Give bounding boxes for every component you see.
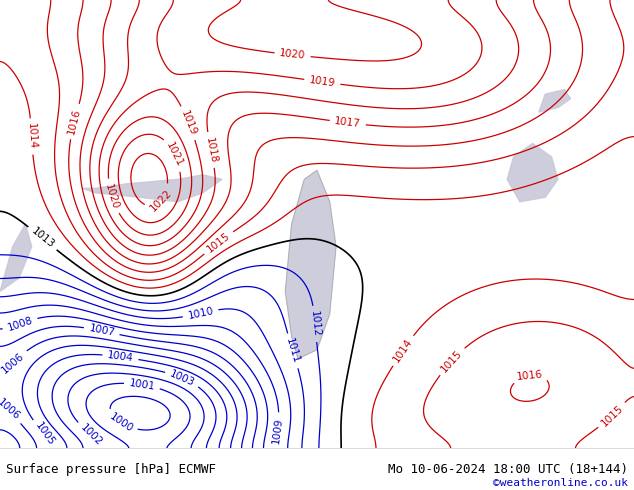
- Text: 1020: 1020: [279, 49, 306, 61]
- Text: 1006: 1006: [0, 350, 27, 375]
- Text: 1014: 1014: [26, 123, 37, 150]
- Text: 1004: 1004: [107, 350, 134, 364]
- Text: 1022: 1022: [148, 187, 174, 213]
- Text: 1016: 1016: [67, 107, 82, 135]
- Polygon shape: [539, 90, 571, 112]
- Text: 1015: 1015: [439, 348, 464, 374]
- Text: 1017: 1017: [334, 116, 361, 129]
- Text: 1021: 1021: [164, 141, 185, 169]
- Text: 1008: 1008: [6, 315, 34, 333]
- Text: 1009: 1009: [271, 416, 284, 444]
- Text: Surface pressure [hPa] ECMWF: Surface pressure [hPa] ECMWF: [6, 463, 216, 476]
- Text: 1014: 1014: [391, 337, 415, 364]
- Polygon shape: [0, 224, 32, 292]
- Text: 1019: 1019: [309, 75, 336, 89]
- Text: ©weatheronline.co.uk: ©weatheronline.co.uk: [493, 478, 628, 488]
- Text: 1003: 1003: [168, 368, 197, 388]
- Text: 1006: 1006: [0, 397, 22, 422]
- Text: 1015: 1015: [205, 230, 232, 254]
- Text: 1012: 1012: [309, 310, 321, 338]
- Polygon shape: [82, 175, 222, 202]
- Text: 1010: 1010: [187, 306, 214, 321]
- Text: 1000: 1000: [107, 411, 134, 434]
- Text: 1005: 1005: [33, 420, 56, 448]
- Text: 1001: 1001: [128, 378, 156, 392]
- Text: Mo 10-06-2024 18:00 UTC (18+144): Mo 10-06-2024 18:00 UTC (18+144): [387, 463, 628, 476]
- Text: 1013: 1013: [29, 226, 56, 250]
- Text: 1020: 1020: [103, 182, 120, 210]
- Text: 1002: 1002: [79, 422, 104, 448]
- Polygon shape: [507, 144, 558, 202]
- Text: 1018: 1018: [204, 136, 218, 164]
- Text: 1019: 1019: [179, 109, 198, 137]
- Text: 1011: 1011: [284, 337, 301, 365]
- Text: 1015: 1015: [599, 403, 625, 428]
- Polygon shape: [285, 171, 336, 359]
- Text: 1016: 1016: [517, 369, 544, 382]
- Text: 1007: 1007: [88, 323, 115, 339]
